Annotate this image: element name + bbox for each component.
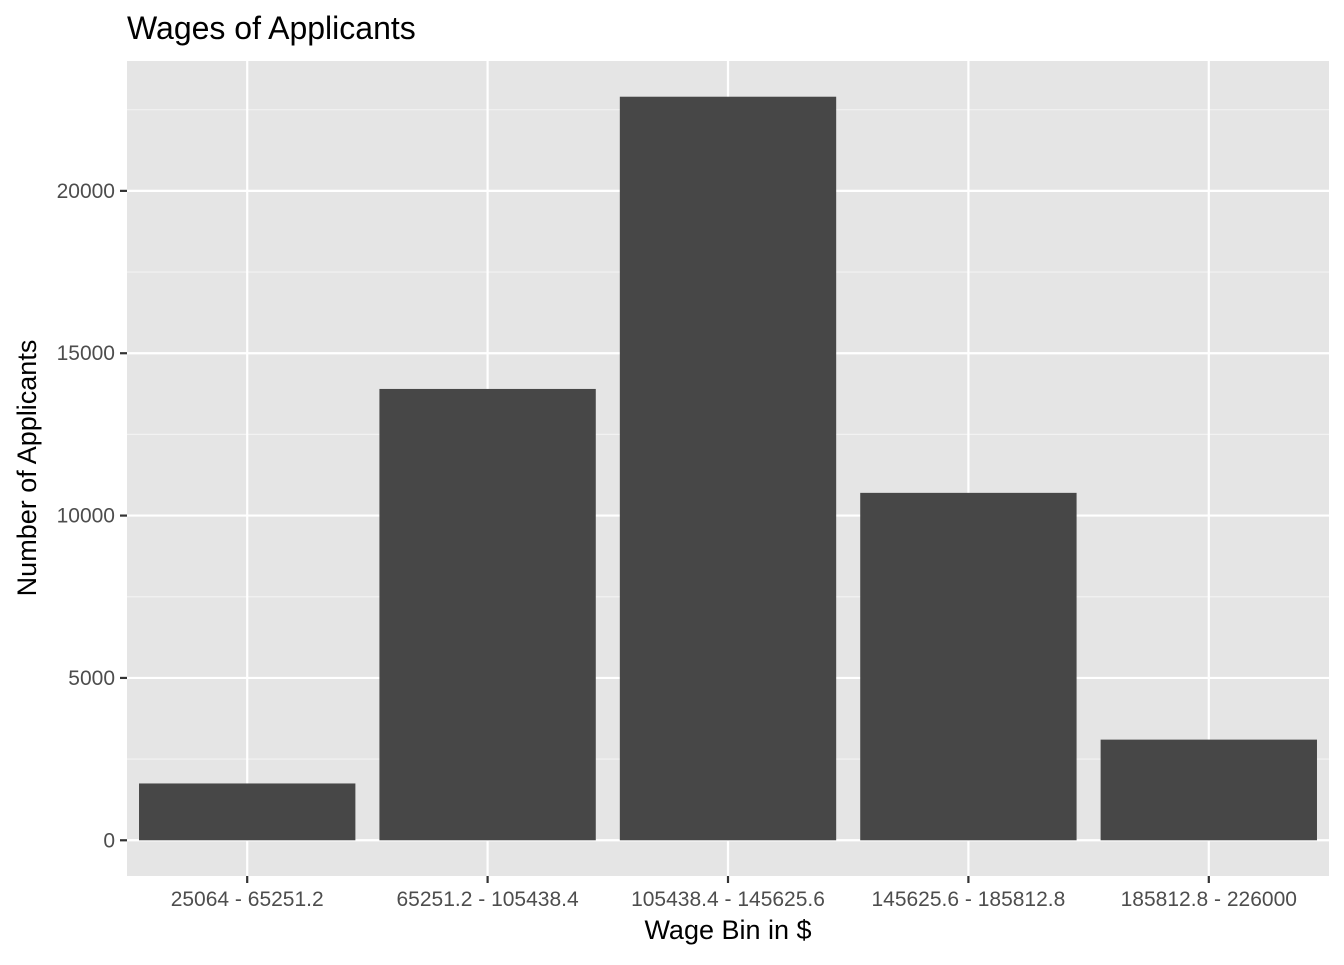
x-axis: 25064 - 65251.2 65251.2 - 105438.4 105438.… xyxy=(171,876,1297,911)
x-tick-label: 65251.2 - 105438.4 xyxy=(397,888,579,911)
y-axis: 0 5000 10000 15000 20000 xyxy=(57,180,127,852)
x-tick-label: 185812.8 - 226000 xyxy=(1121,888,1297,911)
chart-title: Wages of Applicants xyxy=(127,10,416,46)
bar xyxy=(619,96,837,841)
y-tick-label: 0 xyxy=(103,829,115,852)
x-axis-label: Wage Bin in $ xyxy=(644,915,811,945)
bar xyxy=(860,492,1077,841)
bars xyxy=(139,96,1317,841)
bar xyxy=(139,783,356,841)
x-tick-label: 105438.4 - 145625.6 xyxy=(631,888,825,911)
y-axis-label: Number of Applicants xyxy=(12,340,42,597)
y-tick-label: 15000 xyxy=(57,342,115,365)
x-tick-label: 145625.6 - 185812.8 xyxy=(871,888,1065,911)
bar xyxy=(1100,739,1317,841)
y-tick-label: 20000 xyxy=(57,180,115,203)
x-tick-label: 25064 - 65251.2 xyxy=(171,888,324,911)
y-tick-label: 5000 xyxy=(68,667,115,690)
bar xyxy=(379,388,596,841)
y-tick-label: 10000 xyxy=(57,505,115,528)
